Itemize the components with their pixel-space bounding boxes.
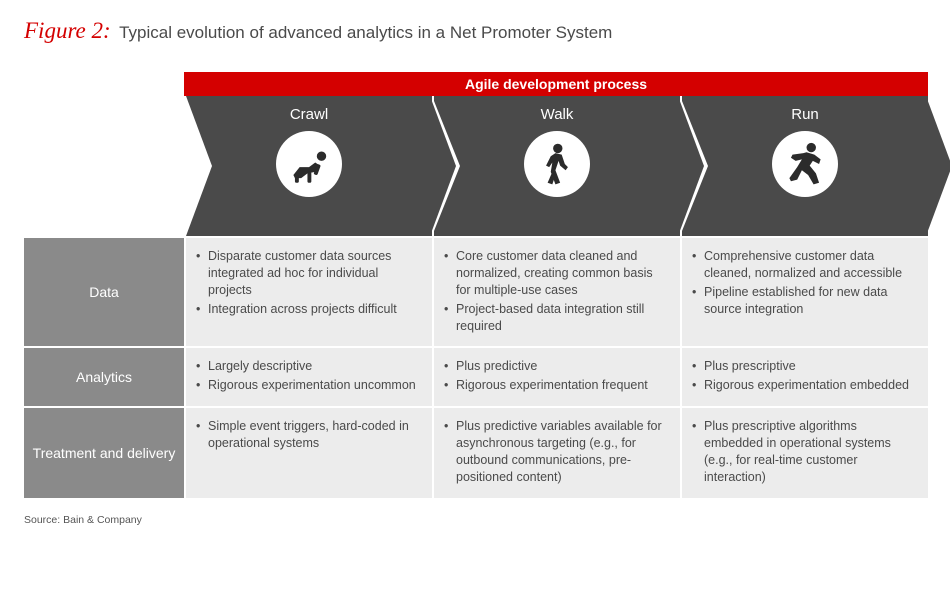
stage-label-crawl: Crawl <box>186 106 432 123</box>
spacer <box>24 72 184 96</box>
cell-treatment-walk: Plus predictive variables available for … <box>432 406 680 498</box>
cell-treatment-crawl: Simple event triggers, hard-coded in ope… <box>184 406 432 498</box>
cell-analytics-crawl: Largely descriptive Rigorous experimenta… <box>184 346 432 406</box>
agile-header: Agile development process <box>184 72 928 96</box>
row-label-analytics: Analytics <box>24 346 184 406</box>
stage-crawl: Crawl <box>184 96 432 236</box>
run-icon <box>772 131 838 197</box>
cell-data-run: Comprehensive customer data cleaned, nor… <box>680 236 928 346</box>
cell-analytics-walk: Plus predictive Rigorous experimentation… <box>432 346 680 406</box>
figure-number: Figure 2: <box>24 18 111 43</box>
row-label-treatment: Treatment and delivery <box>24 406 184 498</box>
walk-icon <box>524 131 590 197</box>
stage-walk: Walk <box>432 96 680 236</box>
stage-label-walk: Walk <box>434 106 680 123</box>
cell-treatment-run: Plus prescriptive algorithms embedded in… <box>680 406 928 498</box>
maturity-grid: Agile development process Crawl Walk <box>24 72 926 498</box>
cell-data-walk: Core customer data cleaned and normalize… <box>432 236 680 346</box>
figure-title: Figure 2: Typical evolution of advanced … <box>24 18 926 44</box>
cell-analytics-run: Plus prescriptive Rigorous experimentati… <box>680 346 928 406</box>
spacer <box>24 96 184 236</box>
source-line: Source: Bain & Company <box>24 514 926 526</box>
row-label-data: Data <box>24 236 184 346</box>
figure-description: Typical evolution of advanced analytics … <box>119 23 612 42</box>
cell-data-crawl: Disparate customer data sources integrat… <box>184 236 432 346</box>
crawl-icon <box>276 131 342 197</box>
stage-label-run: Run <box>682 106 928 123</box>
stage-run: Run <box>680 96 928 236</box>
